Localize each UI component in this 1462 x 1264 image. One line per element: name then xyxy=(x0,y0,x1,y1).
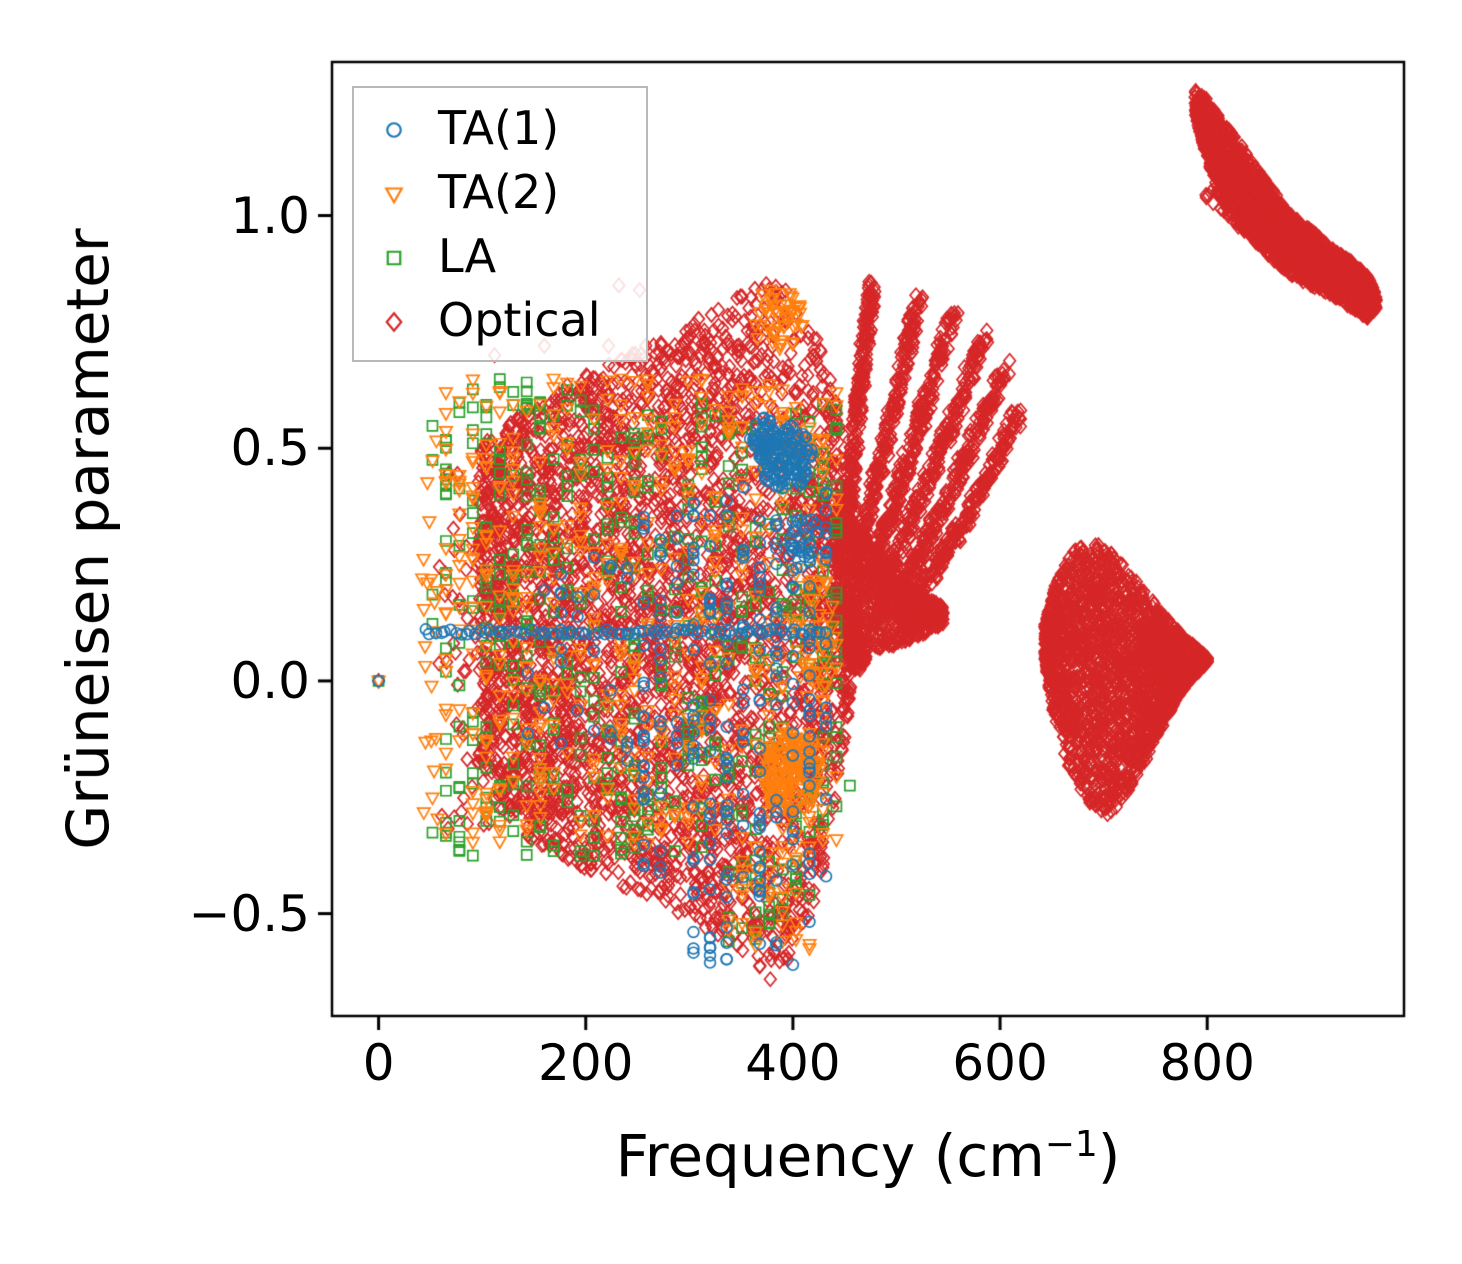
legend-marker-ta1-icon xyxy=(370,104,418,152)
x-axis-label-superscript: −1 xyxy=(1044,1124,1098,1166)
legend-item-optical: Optical xyxy=(370,288,640,352)
legend-marker-la-icon xyxy=(370,232,418,280)
x-axis-label-text: Frequency (cm xyxy=(615,1122,1045,1190)
legend-label-ta1: TA(1) xyxy=(438,101,560,155)
x-tick-label: 800 xyxy=(1159,1034,1255,1092)
legend-item-ta2: TA(2) xyxy=(370,160,640,224)
x-tick-label: 200 xyxy=(538,1034,634,1092)
legend-marker-optical-icon xyxy=(370,296,418,344)
x-axis-label-close: ) xyxy=(1097,1122,1121,1190)
x-tick-label: 600 xyxy=(952,1034,1048,1092)
legend: TA(1) TA(2) LA Optical xyxy=(352,86,648,362)
y-axis-label: Grüneisen parameter xyxy=(54,228,122,850)
legend-item-la: LA xyxy=(370,224,640,288)
x-tick-label: 400 xyxy=(745,1034,841,1092)
legend-label-optical: Optical xyxy=(438,293,601,347)
legend-item-ta1: TA(1) xyxy=(370,96,640,160)
legend-label-la: LA xyxy=(438,229,497,283)
y-tick-label: 0.0 xyxy=(230,651,310,710)
y-tick-label: 0.5 xyxy=(230,419,310,478)
x-axis-label: Frequency (cm−1) xyxy=(332,1122,1404,1190)
x-tick-label: 0 xyxy=(362,1034,395,1092)
y-tick-label: −0.5 xyxy=(188,884,310,943)
legend-marker-ta2-icon xyxy=(370,168,418,216)
legend-label-ta2: TA(2) xyxy=(438,165,560,219)
y-tick-label: 1.0 xyxy=(230,186,310,245)
